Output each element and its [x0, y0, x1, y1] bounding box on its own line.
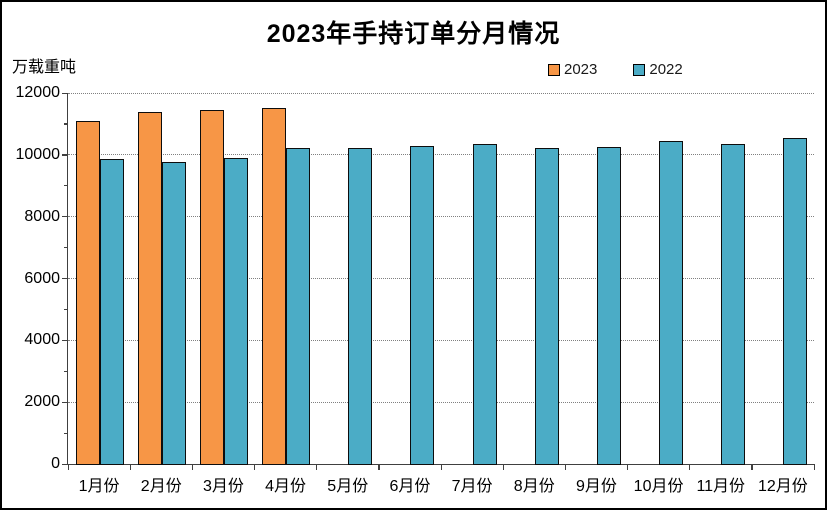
bar-2022-3月份 [223, 158, 248, 465]
bar-2022-1月份 [99, 159, 124, 465]
y-tick-label-4000: 4000 [24, 331, 60, 349]
bar-2023-1月份 [75, 121, 100, 465]
y-axis-line [67, 93, 69, 464]
x-axis-tick [564, 464, 567, 470]
y-axis-major-tick [62, 216, 68, 218]
gridline-12000 [68, 92, 814, 94]
y-axis-major-tick [62, 339, 68, 342]
x-axis-tick [813, 464, 815, 470]
x-axis-tick [191, 464, 194, 470]
x-tick-label-2月份: 2月份 [140, 478, 182, 495]
y-axis-major-tick [62, 92, 68, 94]
x-tick-label-5月份: 5月份 [327, 478, 369, 495]
x-axis-tick [627, 464, 629, 470]
x-axis-tick [67, 464, 69, 470]
y-axis-minor-tick [64, 370, 68, 372]
x-tick-label-11月份: 11月份 [696, 478, 746, 495]
x-axis-tick [254, 464, 256, 470]
y-axis-major-tick [62, 278, 68, 280]
x-tick-label-3月份: 3月份 [202, 478, 244, 495]
y-tick-label-0: 0 [51, 455, 60, 472]
bar-2022-8月份 [534, 148, 559, 465]
legend-swatch-icon [548, 63, 560, 76]
x-tick-label-6月份: 6月份 [389, 478, 431, 495]
gridline-4000 [68, 339, 814, 341]
x-tick-label-1月份: 1月份 [78, 478, 120, 495]
chart-title: 2023年手持订单分月情况 [266, 20, 561, 48]
legend-item-2022: 2022 [633, 61, 683, 78]
y-tick-label-2000: 2000 [24, 393, 60, 411]
legend-label: 2022 [649, 61, 683, 78]
y-axis-minor-tick [64, 185, 68, 187]
y-axis-major-tick [62, 463, 68, 465]
bar-2022-11月份 [721, 144, 746, 465]
x-axis-tick [502, 464, 504, 470]
gridline-8000 [68, 216, 814, 218]
x-axis-tick [440, 464, 442, 470]
y-axis-unit-label: 万载重吨 [12, 59, 77, 76]
bar-2022-6月份 [410, 146, 435, 465]
y-tick-label-12000: 12000 [15, 84, 61, 101]
bar-2022-12月份 [783, 137, 808, 465]
x-tick-label-12月份: 12月份 [758, 478, 808, 495]
legend-item-2023: 2023 [548, 61, 597, 78]
x-tick-label-9月份: 9月份 [575, 478, 617, 495]
bar-2022-5月份 [348, 148, 373, 465]
y-axis-minor-tick [64, 432, 68, 434]
bar-2023-2月份 [137, 112, 162, 465]
legend-swatch-icon [633, 63, 646, 76]
bar-2022-10月份 [659, 141, 684, 465]
y-tick-label-8000: 8000 [24, 207, 60, 225]
gridline-2000 [68, 401, 814, 403]
bar-2023-3月份 [199, 110, 224, 465]
x-axis-tick [751, 464, 753, 470]
gridline-6000 [68, 278, 814, 279]
legend-label: 2023 [564, 61, 598, 78]
bar-2022-4月份 [286, 147, 311, 465]
x-tick-label-10月份: 10月份 [633, 478, 684, 495]
x-tick-label-8月份: 8月份 [513, 478, 555, 495]
y-axis-minor-tick [64, 123, 68, 125]
y-axis-major-tick [62, 154, 68, 156]
x-tick-label-7月份: 7月份 [451, 478, 493, 495]
y-tick-label-6000: 6000 [24, 269, 60, 287]
bar-2022-2月份 [161, 161, 186, 465]
bar-2022-7月份 [472, 143, 497, 465]
y-tick-label-10000: 10000 [15, 145, 61, 163]
y-axis-minor-tick [64, 247, 68, 249]
x-tick-label-4月份: 4月份 [265, 478, 307, 495]
x-axis-tick [129, 464, 131, 470]
y-axis-major-tick [62, 401, 68, 403]
x-axis-tick [378, 464, 380, 470]
bar-2022-9月份 [596, 147, 621, 465]
gridline-10000 [68, 154, 814, 156]
x-axis-tick [689, 464, 691, 470]
legend: 2023 2022 [548, 61, 683, 78]
bar-2023-4月份 [262, 108, 287, 465]
y-axis-minor-tick [64, 308, 68, 311]
x-axis-tick [316, 464, 318, 470]
